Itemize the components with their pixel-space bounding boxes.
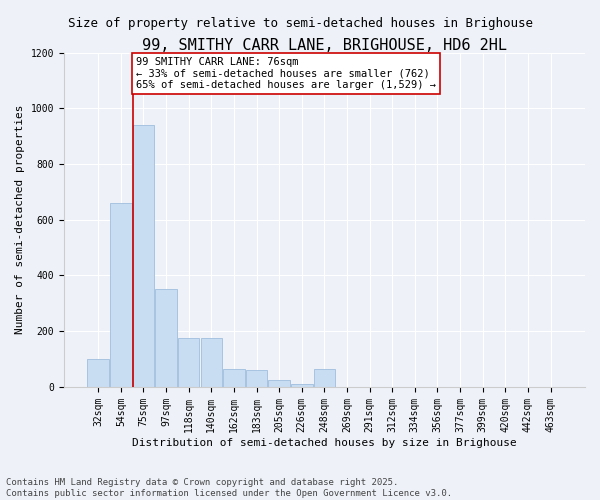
Text: Contains HM Land Registry data © Crown copyright and database right 2025.
Contai: Contains HM Land Registry data © Crown c… [6,478,452,498]
Bar [88,359,109,387]
Text: 99 SMITHY CARR LANE: 76sqm
← 33% of semi-detached houses are smaller (762)
65% o: 99 SMITHY CARR LANE: 76sqm ← 33% of semi… [136,56,436,90]
Bar [133,125,154,387]
Bar [223,369,245,387]
X-axis label: Distribution of semi-detached houses by size in Brighouse: Distribution of semi-detached houses by … [132,438,517,448]
Y-axis label: Number of semi-detached properties: Number of semi-detached properties [15,105,25,334]
Bar [246,370,267,387]
Bar [178,338,199,387]
Bar [291,384,313,387]
Bar [268,380,290,387]
Title: 99, SMITHY CARR LANE, BRIGHOUSE, HD6 2HL: 99, SMITHY CARR LANE, BRIGHOUSE, HD6 2HL [142,38,507,52]
Bar [155,290,177,387]
Bar [110,203,131,387]
Bar [314,369,335,387]
Text: Size of property relative to semi-detached houses in Brighouse: Size of property relative to semi-detach… [67,18,533,30]
Bar [200,338,222,387]
